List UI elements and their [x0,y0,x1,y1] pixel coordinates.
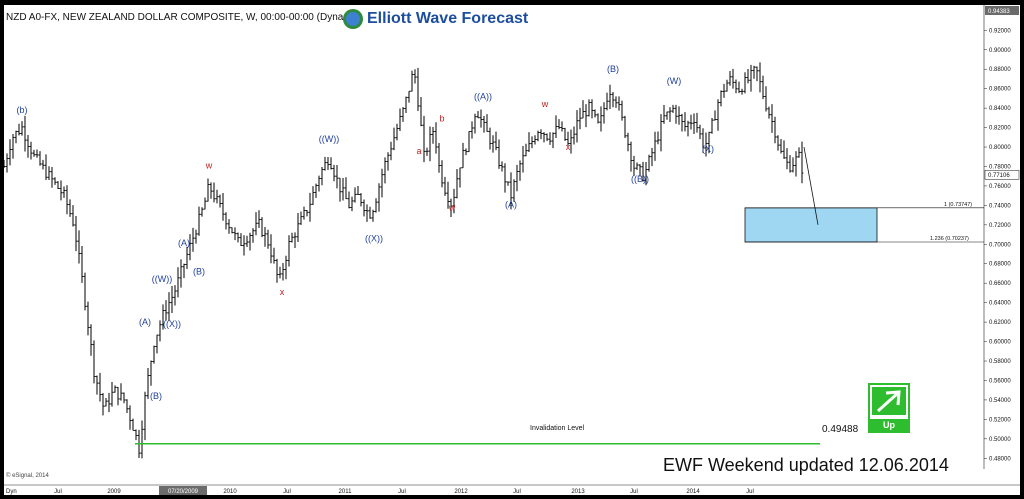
wave-label: ((W)) [152,274,172,284]
ytop-box [985,6,1019,15]
wave-label: ((X)) [365,233,383,243]
wave-label: a [416,146,421,156]
xaxis-ticks: Jul 2009 07/20/2009 2010 Jul 2011 Jul 2012 Jul 20… [6,486,754,495]
ylast-label: 0.77106 [988,173,1010,179]
up-arrow-icon [872,387,906,415]
ytick-label: 0.74000 [989,203,1011,209]
ytick-label: 0.88000 [989,67,1011,73]
yaxis-background [984,5,1020,469]
wave-label: w [448,202,456,212]
wave-label: ((B)) [631,174,649,184]
xtick-label: Jul [746,489,754,495]
ytick-label: 0.76000 [989,184,1011,190]
ytick-label: 0.54000 [989,398,1011,404]
ytick-label: 0.90000 [989,48,1011,54]
logo-globe-icon [343,9,363,29]
ytick-label: 0.82000 [989,126,1011,132]
ytop-label: 0.94383 [988,9,1010,15]
wave-label: ((X)) [163,319,181,329]
wave-label: (A) [139,317,151,327]
xtick-label: 2013 [571,489,585,495]
xtick-label: Jul [630,489,638,495]
invalidation-label: Invalidation Level [530,425,585,432]
wave-label: (A) [505,199,517,209]
logo-text: Elliott Wave Forecast [367,10,529,27]
up-label: Up [870,419,908,431]
ytick-label: 0.48000 [989,456,1011,462]
wave-label: w [205,160,213,170]
target-upper-label: 1 (0.73747) [944,202,972,208]
wave-label: (b) [17,105,28,115]
xtick-label: Jul [513,489,521,495]
ytick-label: 0.66000 [989,281,1011,287]
ytick-label: 0.68000 [989,262,1011,268]
wave-label: (A) [178,238,190,248]
wave-label: b [439,114,444,124]
ohlc-bars [2,62,804,459]
wave-label: (B) [150,391,162,401]
wave-label: (W) [667,76,682,86]
target-lower-label: 1.236 (0.70237) [930,236,969,242]
ytick-label: 0.56000 [989,378,1011,384]
xtick-label: 2012 [454,489,468,495]
up-badge: Up [868,383,910,433]
yaxis-ticks: 0.48000 0.50000 0.52000 0.54000 0.56000 0.580… [984,6,1020,462]
logo: Elliott Wave Forecast [343,8,528,30]
wave-label: (B) [193,266,205,276]
xtick-label: Jul [54,489,62,495]
ytick-label: 0.84000 [989,106,1011,112]
xtick-label: 2009 [107,489,121,495]
xtick-label: Jul [283,489,291,495]
ytick-label: 0.80000 [989,145,1011,151]
xtick-label: 2014 [686,489,700,495]
wave-label: x [280,287,285,297]
xtick-label: 2011 [339,489,353,495]
wave-label: (X) [702,144,714,154]
target-box [744,207,878,243]
update-text: EWF Weekend updated 12.06.2014 [663,455,949,475]
ytick-label: 0.64000 [989,301,1011,307]
ytick-label: 0.52000 [989,417,1011,423]
target-zone: 1 (0.73747) 1.236 (0.70237) [744,202,984,243]
wave-label: (B) [607,64,619,74]
ytick-label: 0.72000 [989,223,1011,229]
copyright: © eSignal, 2014 [6,473,49,479]
wave-label: ((A)) [474,91,492,101]
ytick-label: 0.86000 [989,87,1011,93]
ytick-label: 0.58000 [989,359,1011,365]
xtick-label: 2010 [223,489,237,495]
invalidation-value: 0.49488 [822,424,859,435]
wave-label: x [566,142,571,152]
wave-label: ((W)) [319,134,339,144]
projection-line [803,146,819,225]
ytick-label: 0.50000 [989,437,1011,443]
chart-title: NZD A0-FX, NEW ZEALAND DOLLAR COMPOSITE,… [6,12,354,23]
xtick-label: 07/20/2009 [168,489,199,495]
ylast-box [984,169,1020,180]
ytick-label: 0.92000 [989,28,1011,34]
wave-labels: (b) w ((W)) (A) (B) ((X)) (A) (B) x ((W)) ((X)) a b w… [17,64,715,401]
ytick-label: 0.70000 [989,242,1011,248]
xaxis-dyn-label: Dyn [6,489,17,495]
ytick-label: 0.60000 [989,340,1011,346]
xtick-label: Jul [398,489,406,495]
xtick-highlight [159,486,207,495]
wave-label: w [541,99,549,109]
ytick-label: 0.78000 [989,164,1011,170]
ytick-label: 0.62000 [989,320,1011,326]
